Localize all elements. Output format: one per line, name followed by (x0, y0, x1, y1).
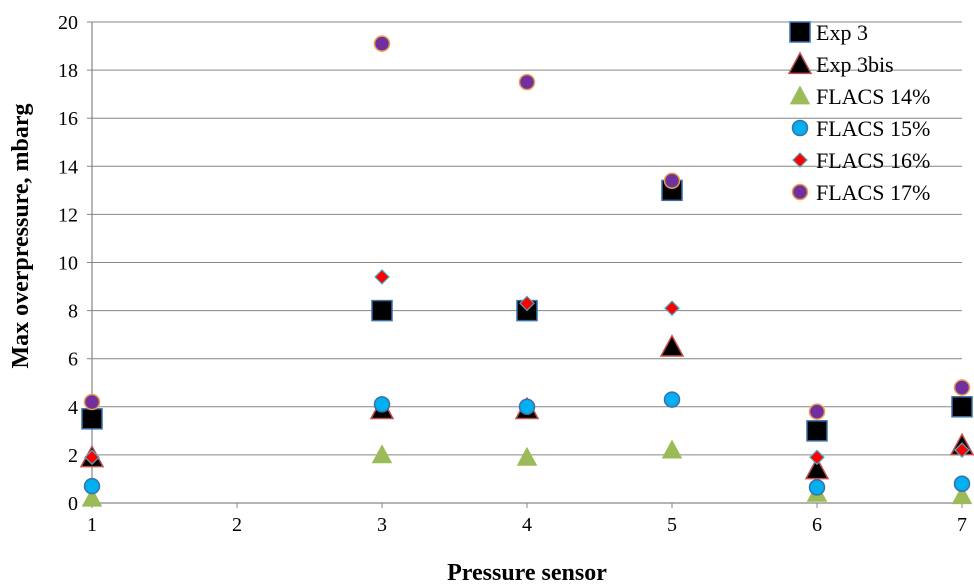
x-tick-label: 7 (957, 514, 967, 536)
legend-marker (789, 85, 811, 105)
series-flacs-14- (81, 439, 973, 507)
y-tick-label: 6 (68, 349, 78, 371)
y-tick-label: 12 (58, 204, 78, 226)
y-tick-label: 16 (58, 108, 78, 130)
y-axis-title: Max overpressure, mbarg (8, 103, 34, 368)
y-tick-label: 2 (68, 445, 78, 467)
legend-item: FLACS 16% (792, 148, 930, 173)
legend-marker (791, 119, 809, 137)
legend-label: Exp 3bis (816, 52, 894, 77)
y-tick-label: 4 (68, 397, 78, 419)
legend-marker (792, 152, 808, 168)
data-point (373, 396, 391, 413)
x-tick-label: 1 (87, 514, 97, 536)
data-point (374, 269, 390, 285)
legend-item: Exp 3bis (787, 51, 894, 77)
data-point (373, 35, 391, 52)
x-tick-label: 5 (667, 514, 677, 536)
legend-label: FLACS 15% (816, 116, 930, 141)
y-tick-label: 20 (58, 12, 78, 34)
data-point (953, 475, 971, 493)
x-tick-label: 2 (232, 514, 242, 536)
data-point (664, 300, 680, 317)
y-tick-label: 8 (68, 301, 78, 323)
legend-marker (787, 51, 813, 75)
legend: Exp 3 Exp 3bis FLACS 14% FLACS 15% FLACS 16%… (787, 20, 930, 205)
legend-label: FLACS 17% (816, 180, 930, 205)
data-point (81, 408, 103, 430)
data-point (951, 485, 973, 505)
x-tick-label: 3 (377, 514, 387, 536)
data-point (518, 73, 536, 91)
y-tick-label: 18 (58, 60, 78, 82)
data-point (83, 393, 101, 411)
series-flacs-15- (83, 391, 971, 496)
data-point (371, 299, 393, 322)
data-points (79, 35, 974, 507)
legend-label: FLACS 16% (816, 148, 930, 173)
legend-marker (791, 183, 809, 201)
data-point (806, 420, 828, 442)
x-axis-title: Pressure sensor (447, 560, 607, 586)
y-tick-label: 10 (58, 253, 78, 275)
data-point (954, 442, 970, 458)
legend-item: FLACS 14% (789, 84, 930, 109)
y-tick-label: 14 (58, 156, 78, 178)
x-tick-labels: 1 2 3 4 5 6 7 (87, 514, 967, 536)
legend-label: FLACS 14% (816, 84, 930, 109)
data-point (953, 379, 971, 396)
data-point (519, 295, 535, 312)
y-tick-labels: 0 2 4 6 8 10 12 14 16 18 20 (58, 12, 78, 515)
data-point (808, 403, 826, 420)
legend-item: Exp 3 (789, 20, 868, 45)
data-point (951, 396, 973, 418)
data-point (516, 446, 538, 466)
data-point (809, 449, 825, 466)
y-tick-label: 0 (68, 493, 78, 515)
data-point (808, 479, 826, 496)
data-point (661, 439, 683, 459)
data-point (804, 456, 830, 480)
data-point (371, 444, 393, 464)
legend-item: FLACS 15% (791, 116, 930, 141)
data-point (659, 334, 685, 357)
data-point (518, 398, 536, 416)
data-point (663, 172, 681, 189)
gridlines (92, 21, 962, 456)
series-flacs-16- (84, 269, 970, 466)
data-point (663, 391, 681, 408)
data-point (84, 449, 100, 466)
x-tick-label: 4 (522, 514, 532, 536)
legend-label: Exp 3 (816, 20, 868, 45)
series-flacs-17- (83, 35, 971, 420)
data-point (83, 477, 101, 495)
legend-marker (789, 21, 811, 43)
legend-item: FLACS 17% (791, 180, 930, 205)
x-tick-label: 6 (812, 514, 822, 536)
data-point (81, 487, 103, 507)
